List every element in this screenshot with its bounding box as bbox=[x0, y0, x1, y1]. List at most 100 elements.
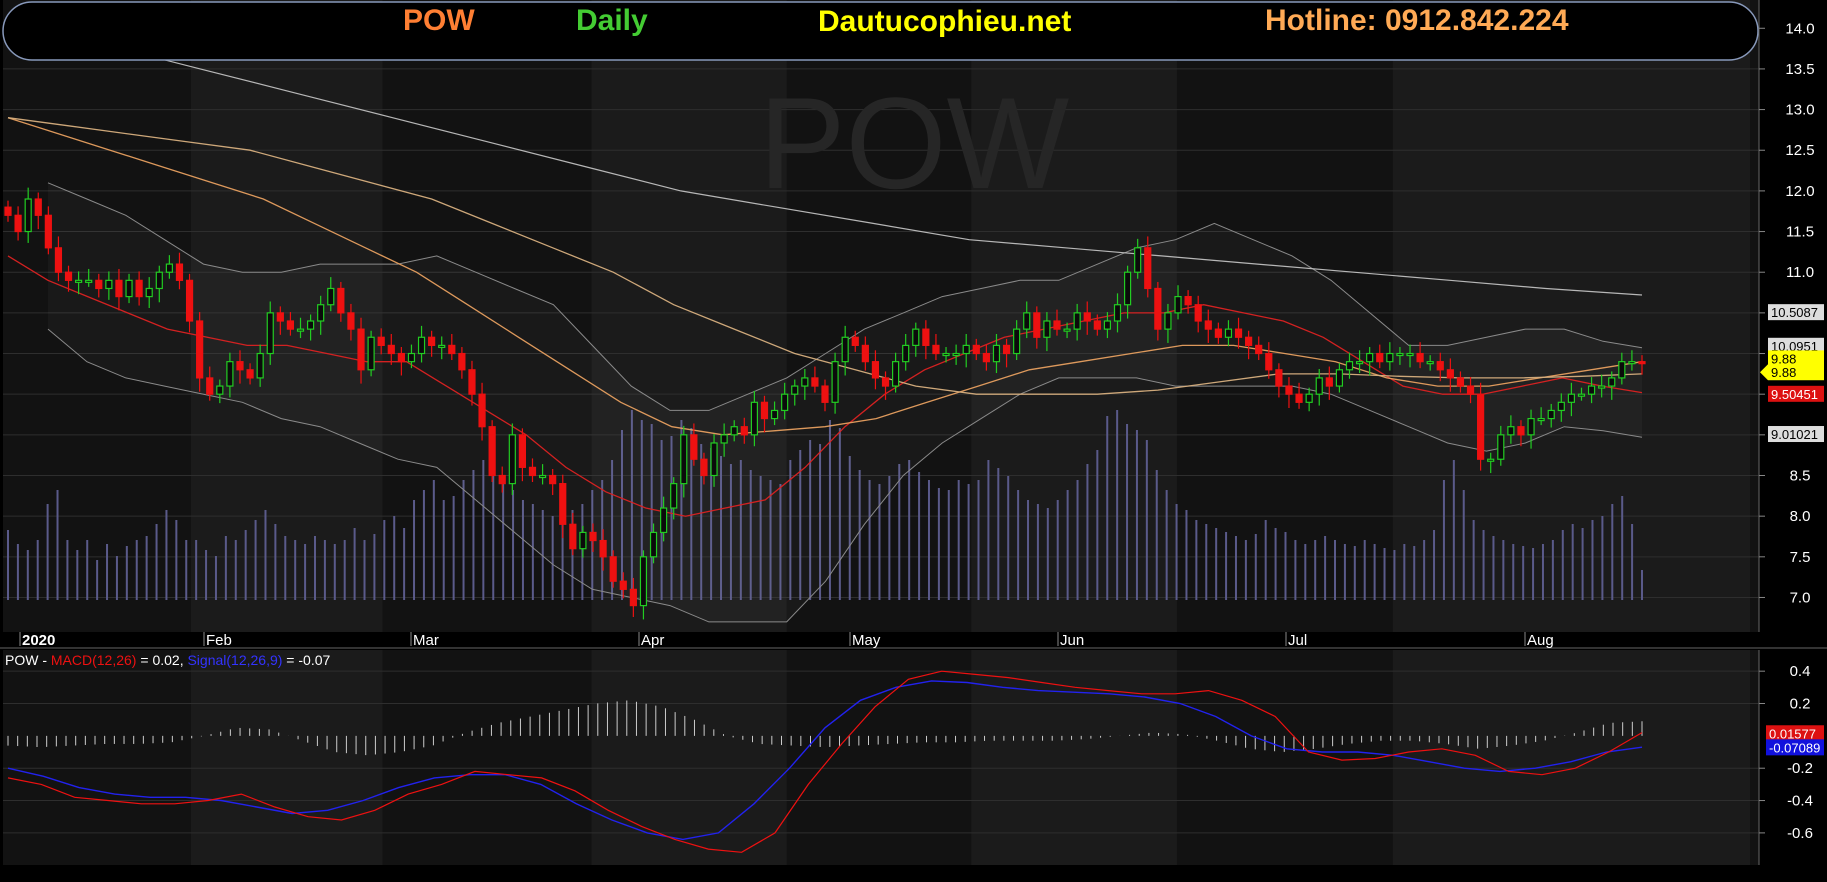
volume-bar bbox=[1056, 500, 1059, 600]
volume-bar bbox=[16, 544, 19, 600]
candle-body bbox=[357, 328, 365, 371]
volume-bar bbox=[720, 456, 723, 600]
volume-bar bbox=[521, 500, 524, 600]
candle-body bbox=[165, 263, 173, 273]
candle-body bbox=[1073, 312, 1081, 330]
volume-bar bbox=[442, 500, 445, 600]
volume-bar bbox=[977, 480, 980, 600]
candle-body bbox=[498, 474, 506, 485]
volume-bar bbox=[1076, 480, 1079, 600]
candle-body bbox=[781, 393, 789, 412]
candle-body bbox=[438, 344, 446, 348]
price-tick-label: 7.0 bbox=[1790, 589, 1811, 606]
volume-bar bbox=[1017, 490, 1020, 600]
volume-bar bbox=[1502, 540, 1505, 600]
volume-bar bbox=[868, 480, 871, 600]
volume-bar bbox=[205, 550, 208, 600]
volume-bar bbox=[1512, 544, 1515, 600]
candle-body bbox=[145, 287, 153, 298]
volume-bar bbox=[195, 540, 198, 600]
candle-body bbox=[306, 320, 315, 330]
candle-body bbox=[811, 377, 819, 387]
candle-body bbox=[538, 474, 547, 479]
candle-body bbox=[125, 279, 133, 298]
volume-bar bbox=[690, 428, 693, 600]
price-tag: 9.50451 bbox=[1768, 385, 1824, 402]
volume-bar bbox=[145, 536, 148, 600]
volume-bar bbox=[1641, 570, 1643, 600]
month-label: Mar bbox=[413, 632, 439, 649]
candle-body bbox=[327, 287, 335, 306]
volume-bar bbox=[1581, 528, 1584, 600]
volume-bar bbox=[759, 476, 762, 600]
volume-bar bbox=[1145, 440, 1148, 600]
volume-bar bbox=[244, 530, 247, 600]
volume-bar bbox=[838, 428, 841, 600]
volume-bar bbox=[1324, 536, 1327, 600]
volume-bar bbox=[739, 460, 742, 600]
candle-body bbox=[1305, 393, 1313, 403]
candle-body bbox=[1093, 320, 1101, 330]
volume-bar bbox=[482, 460, 485, 600]
volume-bar bbox=[185, 540, 188, 600]
month-label: Jun bbox=[1060, 632, 1084, 649]
candle-body bbox=[881, 377, 890, 387]
price-tag-label: 9.50451 bbox=[1771, 387, 1818, 402]
volume-bar bbox=[1551, 540, 1554, 600]
macd-tick-label: 0.2 bbox=[1790, 696, 1811, 713]
candle-body bbox=[428, 336, 436, 346]
candle-body bbox=[589, 531, 597, 542]
candle-body bbox=[1194, 304, 1202, 322]
volume-bar bbox=[462, 480, 465, 600]
volume-bar bbox=[155, 524, 158, 600]
volume-bar bbox=[1373, 544, 1376, 600]
candle-body bbox=[982, 352, 990, 363]
candle-body bbox=[720, 434, 728, 444]
candle-body bbox=[1628, 361, 1636, 365]
price-tag-bg bbox=[1768, 364, 1824, 381]
bollinger-lower bbox=[47, 328, 1643, 623]
volume-bar bbox=[630, 410, 633, 600]
macd-tick-label: -0.6 bbox=[1787, 825, 1813, 842]
candle-body bbox=[670, 483, 678, 509]
price-tick-label: 8.0 bbox=[1790, 508, 1811, 525]
candle-body bbox=[1466, 385, 1475, 395]
volume-bar bbox=[323, 540, 326, 600]
volume-bar bbox=[393, 516, 396, 600]
volume-bar bbox=[947, 490, 950, 600]
volume-bar bbox=[46, 504, 49, 600]
volume-bar bbox=[36, 540, 39, 600]
volume-bar bbox=[1225, 532, 1228, 600]
candle-body bbox=[417, 336, 426, 355]
candle-body bbox=[508, 434, 516, 485]
volume-bar bbox=[1403, 544, 1406, 600]
candle-body bbox=[750, 401, 758, 436]
volume-bar bbox=[1452, 460, 1455, 600]
volume-bar bbox=[224, 536, 227, 600]
candle-body bbox=[619, 580, 627, 590]
candle-body bbox=[1295, 393, 1303, 403]
volume-bar bbox=[1066, 490, 1069, 600]
macd-gridlines bbox=[3, 670, 1759, 834]
candle-body bbox=[1184, 296, 1192, 306]
candle-body bbox=[680, 434, 688, 485]
volume-bar bbox=[1522, 546, 1525, 600]
candle-body bbox=[1345, 361, 1354, 371]
candle-body bbox=[1002, 344, 1011, 355]
price-tag-bg bbox=[1768, 385, 1824, 402]
volume-bar bbox=[1334, 540, 1337, 600]
volume-bar bbox=[304, 544, 307, 600]
volume-bar bbox=[135, 540, 138, 600]
candle-body bbox=[972, 344, 980, 355]
candle-body bbox=[1587, 385, 1596, 395]
volume-bar bbox=[769, 480, 772, 600]
candle-body bbox=[448, 344, 456, 355]
candle-body bbox=[347, 312, 355, 330]
volume-bar bbox=[1482, 530, 1485, 600]
volume-bar bbox=[650, 424, 653, 600]
volume-bar bbox=[1304, 544, 1307, 600]
candle-body bbox=[44, 214, 52, 249]
volume-bar bbox=[1611, 504, 1614, 600]
volume-bar bbox=[1621, 496, 1624, 600]
volume-bar bbox=[1086, 464, 1089, 600]
